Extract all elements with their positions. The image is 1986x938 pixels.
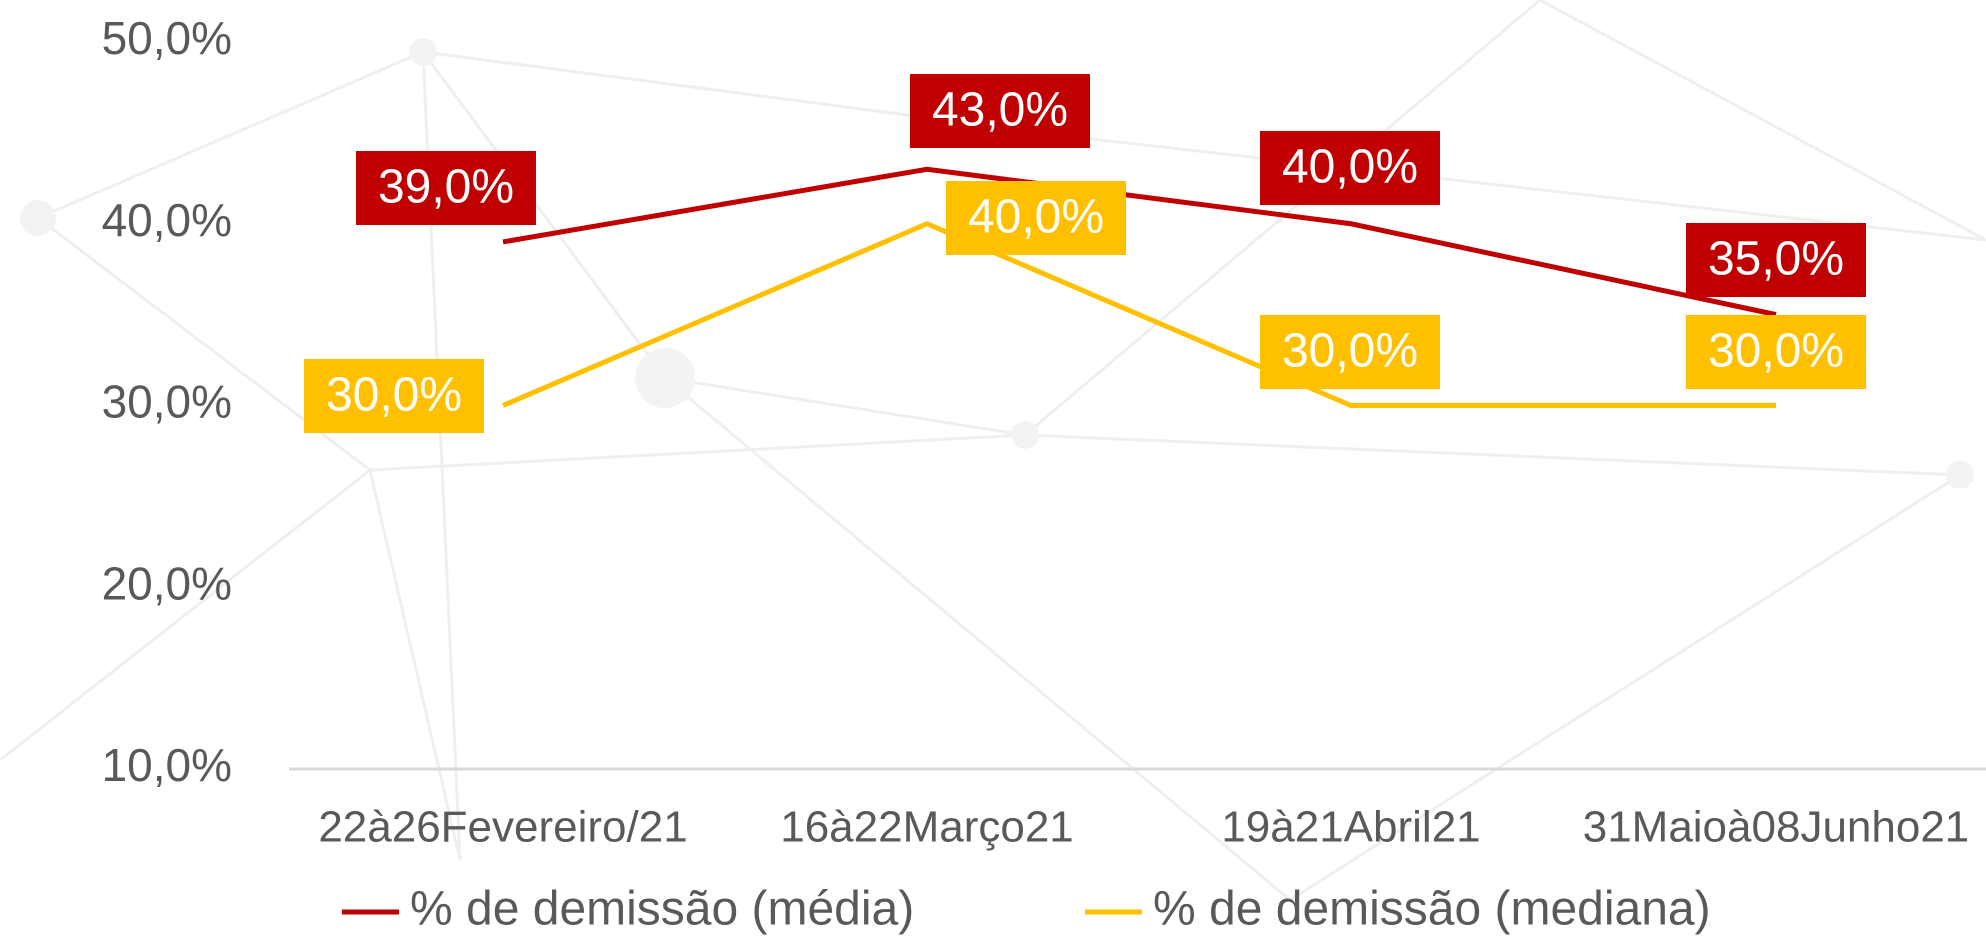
data-label-box: [1686, 223, 1866, 297]
y-tick-label: 40,0%: [102, 194, 232, 246]
data-label: 40,0%: [968, 191, 1104, 244]
x-tick-label: 22à26Fevereiro/21: [318, 803, 687, 852]
x-tick-label: 31Maioà08Junho21: [1583, 803, 1970, 852]
series-line: [502, 166, 1777, 318]
background-network: [0, 0, 1986, 902]
y-tick-label: 10,0%: [102, 739, 232, 791]
data-label: 39,0%: [378, 161, 514, 214]
legend-label: % de demissão (mediana): [1153, 883, 1711, 936]
x-tick-label: 16à22Março21: [780, 803, 1074, 852]
legend-label: % de demissão (média): [410, 883, 914, 936]
x-tick-label: 19à21Abril21: [1221, 803, 1480, 852]
data-label-box: [304, 359, 484, 433]
y-tick-label: 30,0%: [102, 376, 232, 428]
series-line: [502, 221, 1776, 408]
data-label-box: [910, 74, 1090, 148]
data-label-box: [946, 181, 1126, 255]
data-label: 35,0%: [1708, 233, 1844, 286]
y-tick-label: 50,0%: [102, 12, 232, 64]
data-label: 30,0%: [1708, 325, 1844, 378]
data-label: 43,0%: [932, 84, 1068, 137]
y-tick-label: 20,0%: [102, 557, 232, 609]
data-label: 40,0%: [1282, 141, 1418, 194]
data-label-box: [1260, 315, 1440, 389]
data-label-box: [1686, 315, 1866, 389]
data-label-box: [356, 151, 536, 225]
data-label: 30,0%: [1282, 325, 1418, 378]
data-label: 30,0%: [326, 369, 462, 422]
data-label-box: [1260, 131, 1440, 205]
